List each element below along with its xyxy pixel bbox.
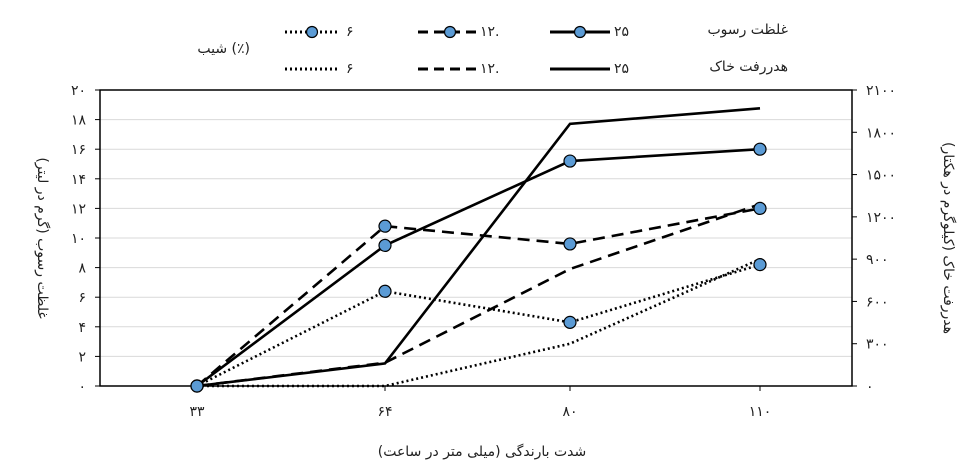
- sediment-point-slope-25: [753, 142, 767, 156]
- soil-loss-line-slope-12: [196, 202, 761, 388]
- legend-sediment-12-text: ۱۲.: [480, 24, 500, 40]
- right-axis-title: هدررفت خاک (کیلوگرم در هکتار): [940, 142, 957, 334]
- sediment-point-slope-6: [753, 258, 767, 272]
- left-tick-label: ۱۶: [71, 142, 86, 158]
- legend-sediment-6-text: ۶: [346, 24, 354, 40]
- x-axis-ticks: ۳۳ ۶۴ ۸۰ ۱۱۰: [189, 386, 771, 420]
- right-tick-label: ۳۰۰: [866, 337, 889, 353]
- right-tick-label: ۱۵۰۰: [866, 168, 896, 184]
- legend-slope-title: شیب (٪): [197, 41, 250, 57]
- left-tick-label: ۱۸: [71, 113, 87, 129]
- sediment-point-slope-6: [563, 315, 577, 329]
- sediment-point-slope-12: [563, 237, 577, 251]
- series-layer: [190, 107, 767, 393]
- right-axis-ticks: ۰ ۳۰۰ ۶۰۰ ۹۰۰ ۱۲۰۰ ۱۵۰۰ ۱۸۰۰ ۲۱۰۰: [852, 83, 896, 395]
- x-tick-label: ۶۴: [377, 404, 392, 420]
- legend-soilloss-12-text: ۱۲.: [480, 61, 500, 77]
- sediment-line-slope-12: [196, 207, 761, 387]
- right-tick-label: ۹۰۰: [866, 252, 889, 268]
- left-tick-label: ۰: [78, 379, 86, 395]
- left-axis-ticks: ۰ ۲ ۴ ۶ ۸ ۱۰ ۱۲ ۱۴ ۱۶ ۱۸ ۲۰: [71, 83, 100, 395]
- soil-loss-line-slope-25: [196, 107, 761, 388]
- sediment-point-slope-12: [378, 219, 392, 233]
- sediment-point-slope-6: [190, 379, 204, 393]
- soil-loss-line-slope-6: [197, 257, 761, 388]
- sediment-line-slope-6: [196, 263, 761, 388]
- legend-soilloss-25-text: ۲۵: [614, 61, 629, 77]
- gridlines: [100, 119, 852, 357]
- sediment-point-slope-25: [563, 154, 577, 168]
- left-axis-title: غلظت رسوب (گرم در لیتر): [34, 157, 51, 318]
- legend-row1-label: غلظت رسوب: [707, 22, 788, 38]
- legend-sediment-25-marker: [573, 25, 587, 39]
- left-tick-label: ۴: [78, 320, 86, 336]
- left-tick-label: ۱۲: [71, 201, 86, 217]
- sediment-point-slope-25: [378, 238, 392, 252]
- legend-sediment-12-marker: [443, 25, 457, 39]
- left-tick-label: ۲۰: [71, 83, 86, 99]
- sediment-point-slope-12: [753, 201, 767, 215]
- left-tick-label: ۲: [78, 349, 86, 365]
- right-tick-label: ۱۸۰۰: [866, 125, 896, 141]
- legend-sediment-25-text: ۲۵: [614, 24, 629, 40]
- left-tick-label: ۸: [78, 261, 86, 277]
- legend-sediment-6-marker: [305, 25, 319, 39]
- x-tick-label: ۳۳: [189, 404, 205, 420]
- sediment-point-slope-6: [378, 284, 392, 298]
- legend-soilloss-6-text: ۶: [346, 61, 354, 77]
- left-tick-label: ۱۴: [71, 172, 86, 188]
- right-tick-label: ۲۱۰۰: [866, 83, 896, 99]
- left-tick-label: ۱۰: [71, 231, 86, 247]
- sediment-line-slope-25: [196, 147, 761, 388]
- left-tick-label: ۶: [78, 290, 86, 306]
- legend-row2-label: هدررفت خاک: [709, 59, 788, 75]
- x-tick-label: ۱۱۰: [749, 404, 772, 420]
- right-tick-label: ۱۲۰۰: [866, 210, 896, 226]
- right-tick-label: ۰: [866, 379, 874, 395]
- x-axis-title: شدت بارندگی (میلی متر در ساعت): [378, 443, 587, 460]
- right-tick-label: ۶۰۰: [866, 294, 889, 310]
- x-tick-label: ۸۰: [562, 404, 577, 420]
- legend: غلظت رسوب هدررفت خاک شیب (٪) ۲۵ ۱۲. ۶ ۲۵…: [197, 22, 788, 77]
